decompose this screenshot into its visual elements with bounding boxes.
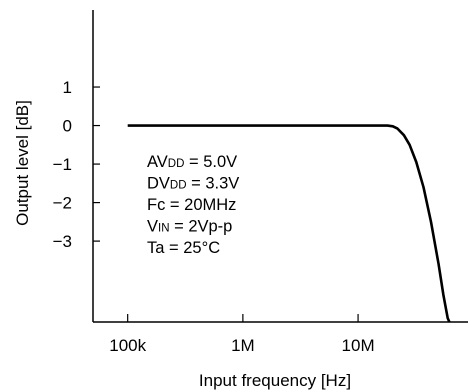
condition-annotations: AVDD = 5.0V DVDD = 3.3V Fc = 20MHz VIN = 2V… bbox=[147, 153, 239, 257]
condition-line: AVDD = 5.0V bbox=[147, 153, 237, 171]
condition-line: Fc = 20MHz bbox=[147, 196, 236, 214]
axes bbox=[92, 10, 468, 323]
y-axis-label: Output level [dB] bbox=[13, 100, 32, 226]
x-tick-label: 1M bbox=[231, 336, 255, 355]
y-tick-label: −3 bbox=[53, 232, 72, 251]
y-tick-label: 0 bbox=[63, 117, 72, 136]
condition-line: DVDD = 3.3V bbox=[147, 175, 239, 193]
x-tick-label: 10M bbox=[342, 336, 375, 355]
y-tick-label: −2 bbox=[53, 194, 72, 213]
x-axis-ticks: 100k 1M 10M bbox=[109, 314, 375, 355]
x-axis-label: Input frequency [Hz] bbox=[199, 371, 351, 390]
x-tick-label: 100k bbox=[109, 336, 146, 355]
y-tick-label: 1 bbox=[63, 78, 72, 97]
y-tick-label: −1 bbox=[53, 155, 72, 174]
series bbox=[127, 124, 451, 322]
condition-line: Ta = 25°C bbox=[147, 239, 220, 257]
response-curve bbox=[127, 124, 451, 322]
condition-line: VIN = 2Vp-p bbox=[147, 218, 232, 236]
y-axis-ticks: 1 0 −1 −2 −3 bbox=[53, 78, 100, 251]
